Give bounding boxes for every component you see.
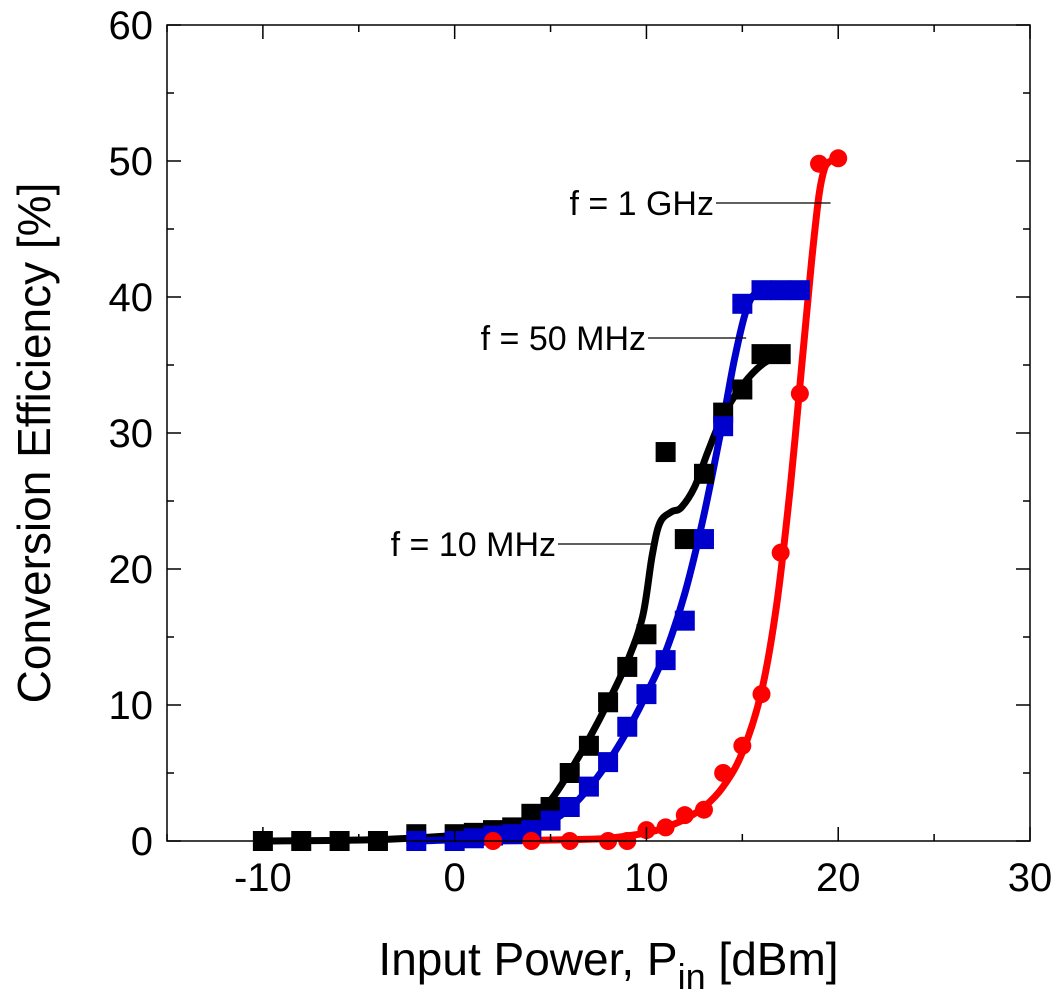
data-point (694, 800, 713, 819)
annotation-label: f = 10 MHz (391, 526, 556, 564)
data-point (636, 624, 657, 645)
data-point (656, 818, 675, 837)
x-axis-title-unit: [dBm] (706, 933, 839, 985)
data-point (693, 463, 714, 484)
annotation-label: f = 1 GHz (569, 185, 714, 223)
data-point (463, 828, 484, 849)
data-point (752, 685, 771, 704)
data-point (617, 716, 638, 737)
data-point (732, 379, 753, 400)
data-point (770, 344, 791, 365)
x-axis-title-subscript: in (678, 956, 706, 997)
data-point (655, 442, 676, 463)
tick-labels: -10 0 10 20 30 0 10 20 30 40 50 60 (109, 4, 1053, 900)
data-point (617, 656, 638, 677)
data-point (751, 344, 772, 365)
data-point (713, 416, 734, 437)
annotations: f = 1 GHz f = 50 MHz f = 10 MHz (391, 185, 831, 564)
x-axis-title-main: Input Power, P (378, 933, 677, 985)
data-point (540, 810, 561, 831)
data-point (829, 149, 848, 168)
data-point (771, 543, 790, 562)
data-point (770, 280, 791, 301)
x-tick-label: 0 (444, 856, 466, 900)
data-point (693, 529, 714, 550)
data-point (674, 610, 695, 631)
series-f-50-mhz (406, 280, 810, 851)
y-tick-label: 0 (131, 820, 153, 864)
data-point (578, 735, 599, 756)
data-point (674, 529, 695, 550)
data-point (789, 280, 810, 301)
data-point (733, 736, 752, 755)
data-point (810, 154, 829, 173)
y-tick-label: 20 (109, 548, 154, 592)
data-point (559, 797, 580, 817)
data-point (578, 776, 599, 797)
axis-ticks (166, 24, 1031, 842)
data-point (502, 824, 523, 845)
data-point (559, 763, 580, 783)
data-point (675, 806, 694, 825)
x-tick-label: -10 (234, 856, 292, 900)
data-point (790, 384, 809, 403)
fit-line-f-1-ghz (489, 157, 835, 845)
fit-line-f-10-mhz (259, 350, 785, 845)
x-axis-title: Input Power, Pin [dBm] (378, 933, 838, 997)
data-point (655, 650, 676, 671)
data-point (521, 803, 542, 824)
y-axis-title: Conversion Efficiency [%] (8, 183, 60, 704)
x-tick-label: 20 (816, 856, 861, 900)
y-tick-label: 60 (109, 4, 154, 48)
data-point (732, 293, 753, 314)
series-f-1-ghz (484, 149, 848, 850)
data-point (598, 752, 619, 773)
data-point (714, 764, 733, 782)
data-markers (252, 149, 848, 851)
series-f-10-mhz (252, 344, 791, 851)
y-tick-label: 30 (109, 412, 154, 456)
annotation-label: f = 50 MHz (481, 320, 646, 358)
x-tick-label: 10 (624, 856, 669, 900)
y-tick-label: 40 (109, 276, 154, 320)
data-point (751, 280, 772, 301)
y-tick-label: 10 (109, 684, 154, 728)
data-point (636, 684, 657, 705)
data-point (598, 692, 619, 713)
x-tick-label: 30 (1008, 856, 1053, 900)
y-tick-label: 50 (109, 140, 154, 184)
